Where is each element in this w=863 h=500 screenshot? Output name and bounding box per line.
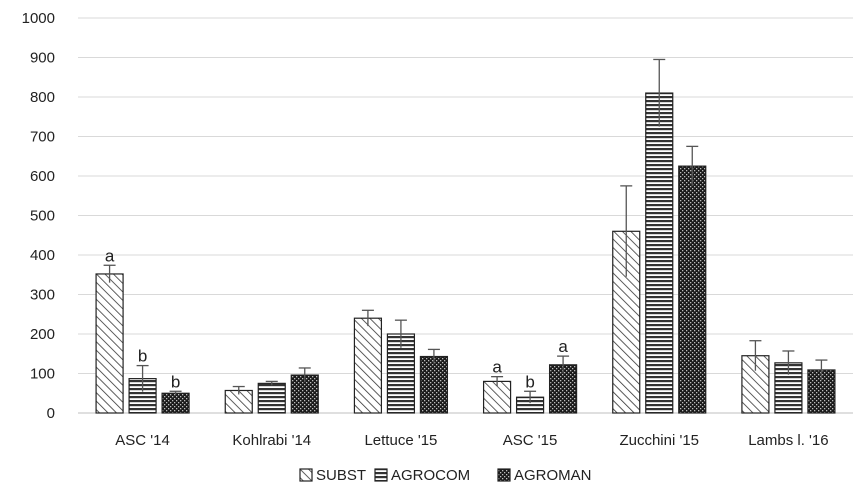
y-tick-label: 900 (30, 50, 55, 67)
bar (645, 92, 674, 414)
legend-swatch (497, 468, 511, 482)
y-tick-label: 300 (30, 287, 55, 304)
significance-label: b (171, 372, 180, 391)
bar (678, 165, 707, 414)
x-axis-categories: ASC '14 Kohlrabi '14 Lettuce '15 ASC '15 Zuc… (115, 432, 828, 449)
y-tick-label: 600 (30, 168, 55, 185)
legend-swatch (299, 468, 313, 482)
significance-label: a (492, 358, 502, 377)
significance-letters: a b b a b a (105, 246, 568, 391)
y-tick-label: 800 (30, 89, 55, 106)
y-tick-label: 200 (30, 326, 55, 343)
y-tick-label: 400 (30, 247, 55, 264)
legend-label: SUBST (316, 467, 366, 484)
legend-label: AGROMAN (514, 467, 592, 484)
bars (95, 92, 836, 414)
bar (161, 392, 190, 414)
bar (257, 382, 286, 414)
bar (95, 273, 124, 414)
x-category-label: ASC '15 (503, 432, 558, 449)
significance-label: a (558, 337, 568, 356)
bar (353, 317, 383, 414)
gridlines (78, 17, 853, 414)
y-tick-label: 700 (30, 129, 55, 146)
x-category-label: Lettuce '15 (364, 432, 437, 449)
y-tick-label: 100 (30, 366, 55, 383)
significance-label: b (138, 347, 147, 366)
bar (482, 380, 512, 414)
error-bars (103, 58, 828, 404)
legend: SUBST AGROCOM AGROMAN (299, 467, 592, 484)
x-category-label: Lambs l. '16 (748, 432, 828, 449)
x-category-label: Zucchini '15 (619, 432, 699, 449)
x-category-label: ASC '14 (115, 432, 170, 449)
y-tick-label: 0 (47, 405, 55, 422)
legend-swatch (374, 468, 388, 482)
significance-label: b (525, 372, 534, 391)
y-tick-label: 500 (30, 208, 55, 225)
legend-label: AGROCOM (391, 467, 470, 484)
significance-label: a (105, 246, 115, 265)
bar (386, 333, 416, 414)
y-tick-label: 1000 (22, 10, 55, 27)
y-axis: 0 100 200 300 400 500 600 700 800 900 1000 (22, 10, 55, 422)
x-category-label: Kohlrabi '14 (232, 432, 311, 449)
bar (419, 355, 449, 414)
